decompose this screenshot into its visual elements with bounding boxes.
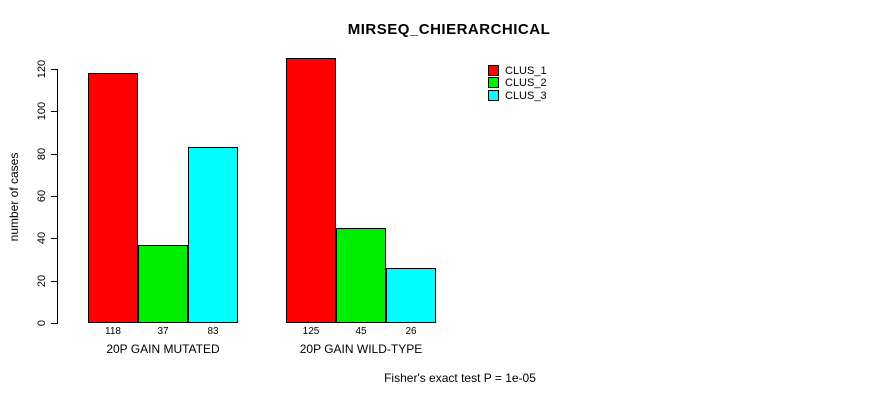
footnote-text: Fisher's exact test P = 1e-05: [384, 371, 536, 385]
y-axis-tick: [51, 111, 57, 113]
y-axis-tick: [51, 280, 57, 282]
legend-swatch-clus_2: [488, 77, 499, 89]
legend-label-clus_3: CLUS_3: [505, 89, 547, 102]
bar-clus_1-2: [286, 58, 336, 323]
legend-label-clus_2: CLUS_2: [505, 77, 547, 90]
y-axis-tick-label: 0: [36, 319, 48, 327]
y-axis-tick-label: 120: [36, 59, 48, 79]
y-axis-tick: [51, 68, 57, 70]
y-axis-line: [57, 68, 58, 324]
y-axis-tick-label: 20: [36, 274, 48, 287]
y-axis-tick-label: 100: [36, 102, 48, 121]
bar-value-label: 45: [355, 326, 367, 337]
legend-label-clus_1: CLUS_1: [505, 65, 547, 77]
bar-value-label: 125: [302, 326, 320, 337]
bar-value-label: 83: [207, 326, 219, 337]
y-axis-tick-label: 60: [36, 189, 48, 203]
bar-clus_2-1: [138, 244, 188, 323]
y-axis-tick: [51, 153, 57, 155]
bar-clus_3-2: [386, 267, 436, 323]
legend-swatch-clus_1: [488, 65, 499, 76]
bar-clus_3-1: [188, 147, 238, 323]
y-axis-tick: [51, 195, 57, 197]
y-axis-tick-label: 40: [36, 232, 48, 245]
bar-value-label: 26: [405, 326, 417, 337]
legend-swatch-clus_3: [488, 89, 499, 101]
y-axis-tick: [51, 323, 57, 324]
bar-value-label: 118: [105, 326, 121, 337]
category-label: 20P GAIN MUTATED: [106, 342, 220, 356]
y-axis-tick: [51, 238, 57, 240]
bar-value-label: 37: [157, 326, 169, 337]
bar-clus_2-2: [336, 227, 386, 323]
bar-clus_1-1: [88, 73, 138, 323]
y-axis-tick-label: 80: [36, 147, 48, 160]
y-axis-title: number of cases: [7, 152, 21, 242]
chart-title: MIRSEQ_CHIERARCHICAL: [347, 21, 551, 38]
category-label: 20P GAIN WILD-TYPE: [299, 342, 423, 356]
